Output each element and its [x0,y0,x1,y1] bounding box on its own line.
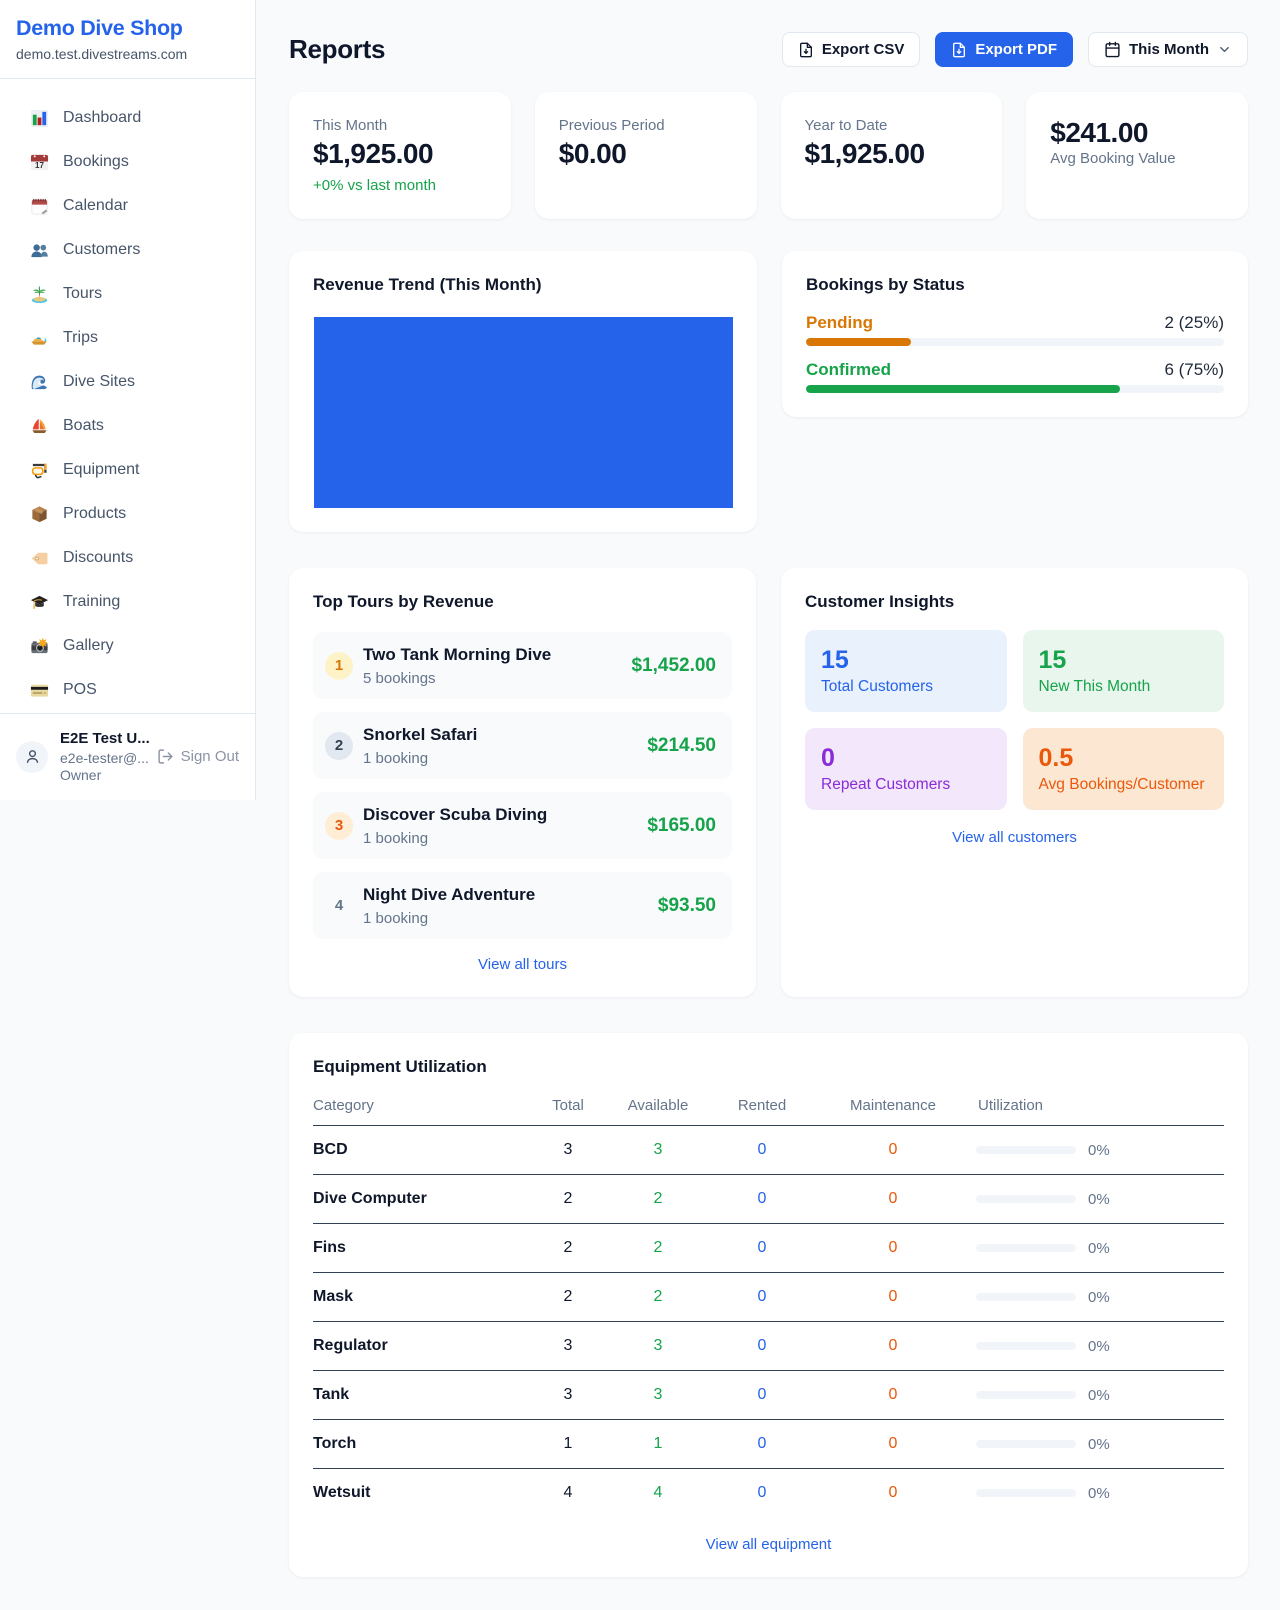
svg-text:17: 17 [35,161,44,170]
